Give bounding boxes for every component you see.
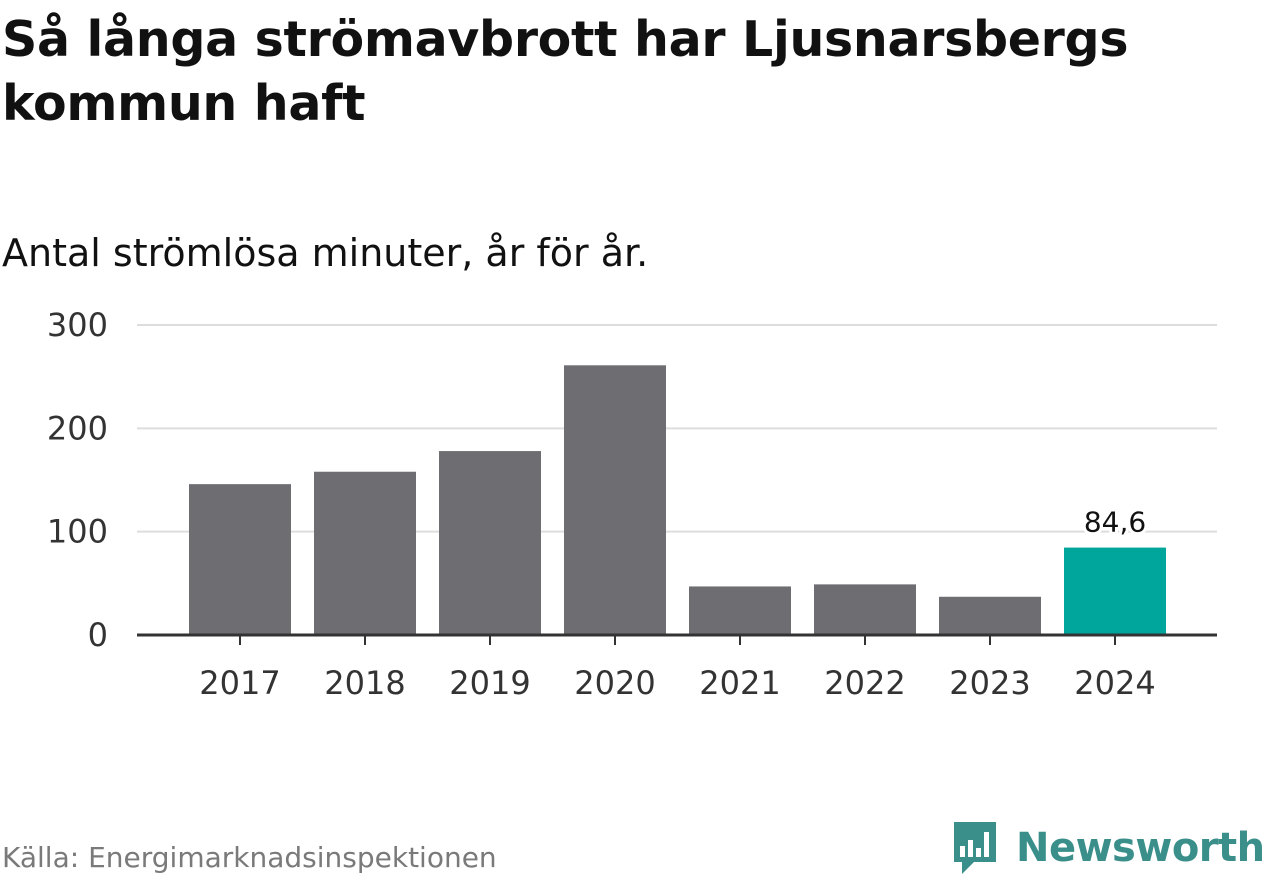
y-tick-label: 300: [47, 306, 108, 344]
newsworthy-logo: Newsworthy: [950, 818, 1262, 878]
source-note: Källa: Energimarknadsinspektionen: [2, 841, 497, 874]
x-tick-label: 2020: [574, 664, 655, 702]
bar: [689, 586, 791, 635]
x-tick-label: 2023: [949, 664, 1030, 702]
data-label: 84,6: [1084, 506, 1146, 539]
chart-title: Så långa strömavbrott har Ljusnarsbergs …: [2, 11, 1129, 132]
bar: [939, 596, 1041, 635]
x-tick-label: 2017: [199, 664, 280, 702]
bar: [439, 451, 541, 635]
y-tick-label: 0: [88, 616, 108, 654]
x-tick-label: 2024: [1074, 664, 1155, 702]
bar-chart: 0 100 200 300 2017 2018 2019 2020 2021 2022 2023 20…: [47, 306, 1217, 702]
y-tick-label: 200: [47, 409, 108, 447]
bar: [1064, 547, 1166, 635]
bar: [189, 484, 291, 635]
y-tick-label: 100: [47, 513, 108, 551]
brand-name: Newsworthy: [1016, 825, 1262, 871]
bar: [564, 365, 666, 635]
chart-subtitle: Antal strömlösa minuter, år för år.: [2, 231, 649, 275]
bar: [814, 584, 916, 635]
x-tick-label: 2022: [824, 664, 905, 702]
x-tick-label: 2018: [324, 664, 405, 702]
bar: [314, 471, 416, 635]
x-tick-label: 2021: [699, 664, 780, 702]
bar-chart-icon: [954, 822, 996, 874]
x-tick-label: 2019: [449, 664, 530, 702]
